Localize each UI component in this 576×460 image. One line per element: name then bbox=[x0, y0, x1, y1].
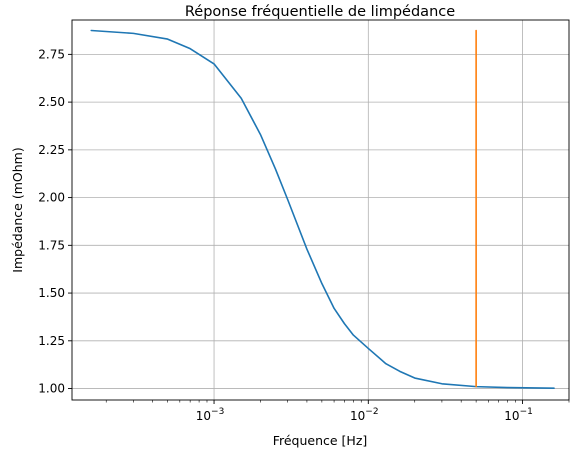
y-tick-label: 2.25 bbox=[38, 143, 65, 157]
axis-ticks: 1.00 1.25 1.50 1.75 2.00 2.25 2.50 2.75 10−3 10−2… bbox=[38, 47, 570, 423]
y-tick-label: 1.50 bbox=[38, 286, 65, 300]
y-tick-label: 1.75 bbox=[38, 238, 65, 252]
impedance-curve bbox=[90, 29, 555, 389]
y-axis-label: Impédance (mOhm) bbox=[10, 147, 25, 272]
x-tick-label: 10−1 bbox=[504, 407, 533, 423]
plot-frame bbox=[71, 19, 570, 401]
x-tick-label: 10−3 bbox=[196, 407, 225, 423]
chart-title: Réponse fréquentielle de limpédance bbox=[185, 4, 455, 20]
x-tick-label: 10−2 bbox=[350, 407, 379, 423]
y-tick-label: 2.00 bbox=[38, 191, 65, 205]
y-tick-label: 1.25 bbox=[38, 334, 65, 348]
x-axis-label: Fréquence [Hz] bbox=[273, 433, 368, 448]
grid bbox=[72, 20, 569, 400]
plot-series bbox=[90, 29, 555, 389]
y-tick-label: 2.75 bbox=[38, 47, 65, 61]
y-tick-label: 2.50 bbox=[38, 95, 65, 109]
y-tick-label: 1.00 bbox=[38, 382, 65, 396]
